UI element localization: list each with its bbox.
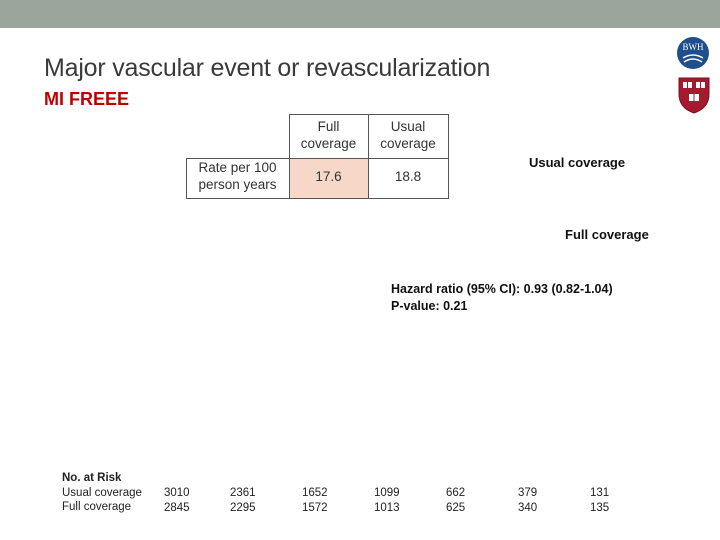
bwh-logo: BWH [676, 36, 710, 70]
at-risk-value: 2361 [230, 487, 256, 499]
at-risk-value: 135 [590, 501, 610, 514]
at-risk-col-7: 131 135 [590, 486, 609, 515]
bwh-logo-text: BWH [683, 42, 704, 52]
at-risk-value: 340 [518, 501, 538, 514]
col-header-usual: Usual coverage [380, 119, 436, 151]
row-label-rate: Rate per 100 person years [198, 160, 277, 192]
at-risk-label-usual: Usual coverage [62, 486, 142, 499]
at-risk-value: 2295 [230, 501, 256, 514]
col-header-full: Full coverage [300, 119, 357, 151]
at-risk-value: 131 [590, 487, 610, 499]
at-risk-col-3: 1652 1572 [302, 486, 328, 515]
at-risk-value: 2845 [164, 501, 190, 514]
rate-value-full: 17.6 [315, 169, 342, 184]
top-banner [0, 0, 720, 28]
rate-cell-full-bg [289, 158, 368, 198]
at-risk-value: 1099 [374, 487, 400, 499]
at-risk-col-2: 2361 2295 [230, 486, 256, 515]
at-risk-value: 625 [446, 501, 466, 514]
at-risk-value: 1652 [302, 487, 328, 499]
at-risk-col-1: 3010 2845 [164, 486, 190, 515]
slide-subtitle: MI FREEE [44, 89, 130, 109]
hazard-ratio: Hazard ratio (95% CI): 0.93 (0.82-1.04) [391, 282, 613, 296]
at-risk-value: 379 [518, 487, 538, 499]
p-value: P-value: 0.21 [391, 299, 468, 313]
at-risk-value: 1013 [374, 501, 400, 514]
at-risk-value: 1572 [302, 501, 328, 514]
at-risk-labels: No. at Risk Usual coverage Full coverage [62, 471, 142, 515]
rate-table-grid [186, 114, 449, 199]
curve-label-full: Full coverage [565, 227, 649, 242]
at-risk-value: 3010 [164, 487, 190, 499]
at-risk-col-4: 1099 1013 [374, 486, 400, 515]
curve-label-usual: Usual coverage [529, 155, 626, 170]
at-risk-col-5: 662 625 [446, 486, 465, 515]
rate-value-usual: 18.8 [394, 169, 422, 184]
stats-block: Hazard ratio (95% CI): 0.93 (0.82-1.04) … [391, 281, 613, 315]
slide-title: Major vascular event or revascularizatio… [44, 54, 491, 82]
at-risk-col-6: 379 340 [518, 486, 537, 515]
at-risk-label-full: Full coverage [62, 501, 132, 513]
at-risk-value: 662 [446, 487, 466, 499]
harvard-shield-logo [676, 76, 712, 114]
at-risk-heading: No. at Risk [62, 472, 122, 484]
